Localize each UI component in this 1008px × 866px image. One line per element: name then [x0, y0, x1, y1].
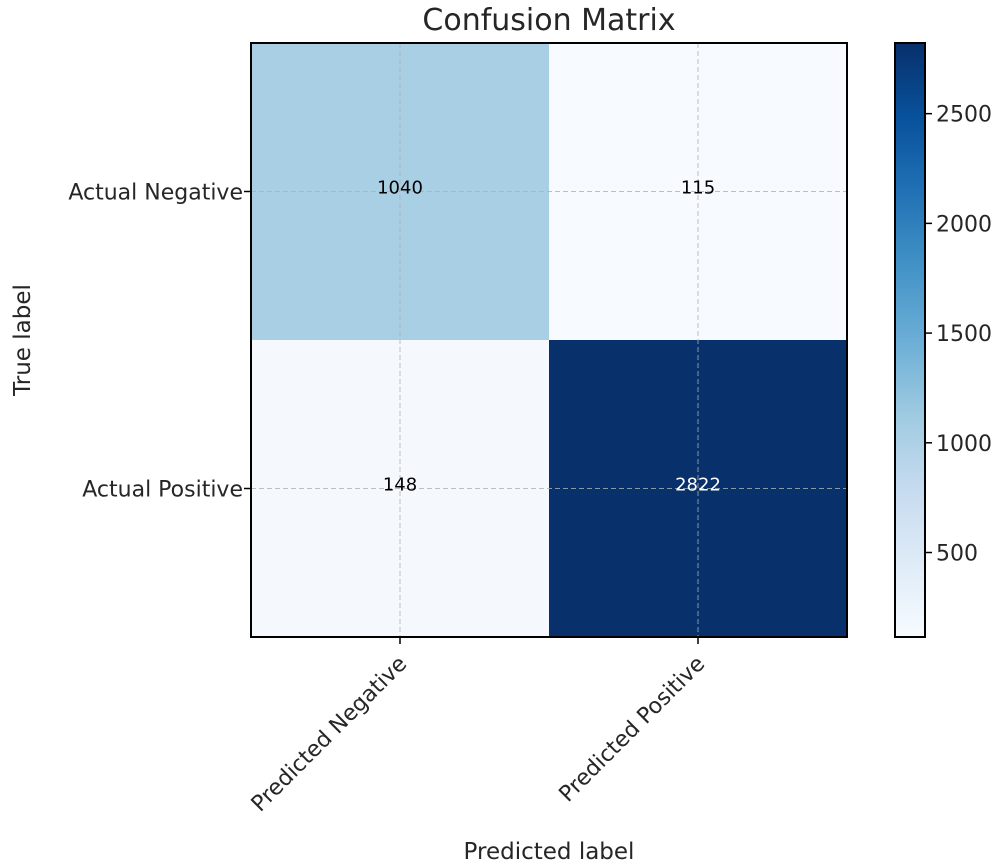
colorbar-frame	[894, 42, 926, 638]
x-axis-label: Predicted label	[464, 839, 635, 865]
colorbar	[895, 43, 925, 637]
y-tick-label: Actual Negative	[68, 181, 243, 206]
plot-frame	[250, 42, 848, 638]
x-tick-label: Predicted Positive	[555, 652, 711, 808]
y-tick-label: Actual Positive	[82, 478, 243, 503]
colorbar-tick-label: 1500	[936, 322, 992, 347]
cell-value-label-0-0: 1040	[377, 178, 423, 199]
x-axis-ticks: Predicted Negative Predicted Positive	[247, 637, 710, 817]
cell-value-label-0-1: 115	[681, 178, 715, 199]
cell-value-label-1-1: 2822	[675, 475, 721, 496]
matrix-cell-labels: 1040 115 148 2822	[377, 178, 721, 496]
colorbar-tick-label: 1000	[936, 432, 992, 457]
y-axis-label: True label	[10, 284, 36, 397]
colorbar-tick-label: 500	[936, 542, 978, 567]
colorbar-tick-label: 2500	[936, 103, 992, 128]
colorbar-ticks: 500 1000 1500 2000 2500	[925, 103, 992, 567]
x-tick-label: Predicted Negative	[247, 652, 412, 817]
matrix-cells	[251, 43, 847, 637]
matrix-grid	[251, 43, 847, 637]
cell-value-label-1-0: 148	[383, 475, 417, 496]
chart-title: Confusion Matrix	[422, 3, 675, 38]
colorbar-tick-label: 2000	[936, 212, 992, 237]
y-axis-ticks: Actual Negative Actual Positive	[68, 181, 251, 503]
